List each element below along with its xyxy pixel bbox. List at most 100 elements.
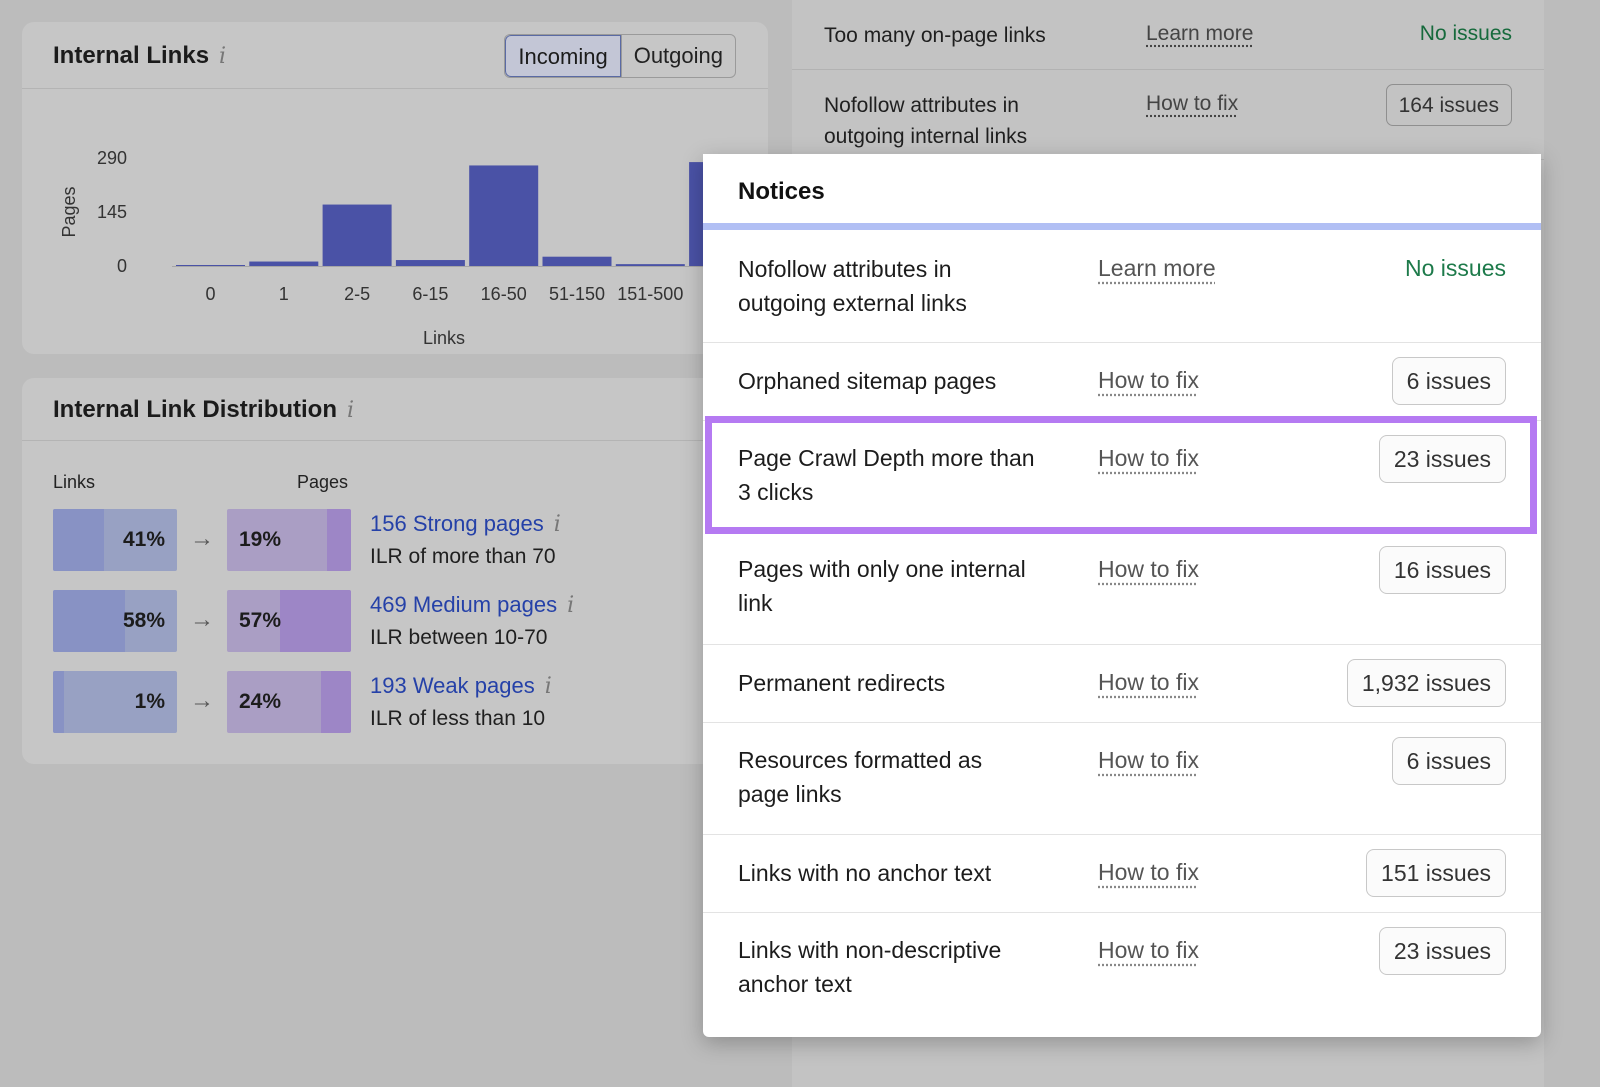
links-share-value: 58% bbox=[122, 609, 165, 632]
pages-share-bar: 19% bbox=[227, 509, 351, 571]
info-icon[interactable]: i bbox=[544, 674, 552, 699]
pages-share-fill bbox=[321, 671, 351, 733]
notice-row: Links with non-descriptive anchor text H… bbox=[703, 912, 1541, 1024]
learn-more-link[interactable]: Learn more bbox=[1098, 255, 1216, 281]
x-tick-label: 51-150 bbox=[549, 284, 605, 304]
distribution-row: 1% → 24% 193 Weak pages i ILR of less than 10 bbox=[53, 671, 753, 733]
how-to-fix-link[interactable]: How to fix bbox=[1098, 859, 1199, 885]
bar-51-150 bbox=[542, 256, 612, 266]
distribution-row: 58% → 57% 469 Medium pages i ILR between 10-7… bbox=[53, 590, 753, 652]
how-to-fix-link[interactable]: How to fix bbox=[1098, 445, 1199, 471]
pages-share-fill bbox=[280, 590, 351, 652]
ilr-description: ILR of more than 70 bbox=[370, 545, 556, 568]
links-share-value: 1% bbox=[134, 690, 165, 713]
x-tick-label: 6-15 bbox=[412, 284, 448, 304]
arrow-right-icon: → bbox=[190, 525, 214, 552]
internal-links-title-text: Internal Links bbox=[53, 42, 210, 69]
distribution-title: Internal Link Distribution i bbox=[53, 396, 354, 424]
internal-link-distribution-card: Internal Link Distribution i Links Pages … bbox=[22, 378, 768, 764]
issue-name: Too many on-page links bbox=[824, 24, 1046, 47]
notice-row: Nofollow attributes in outgoing external… bbox=[703, 230, 1541, 342]
issue-count-badge[interactable]: 6 issues bbox=[1391, 357, 1506, 405]
issue-count-badge[interactable]: 16 issues bbox=[1378, 546, 1506, 594]
issue-count-badge[interactable]: 23 issues bbox=[1378, 927, 1506, 975]
notices-accent-line bbox=[703, 223, 1541, 230]
x-tick-label: 151-500 bbox=[617, 284, 683, 304]
notice-status: No issues bbox=[1405, 255, 1506, 281]
distribution-label: 156 Strong pages i ILR of more than 70 bbox=[370, 511, 561, 569]
distribution-label: 469 Medium pages i ILR between 10-70 bbox=[370, 592, 574, 650]
x-tick-label: 2-5 bbox=[344, 284, 370, 304]
bar-1 bbox=[249, 261, 319, 266]
issue-count-badge[interactable]: 23 issues bbox=[1378, 435, 1506, 483]
card-divider bbox=[22, 440, 768, 441]
how-to-fix-link[interactable]: How to fix bbox=[1098, 669, 1199, 695]
issue-count-badge[interactable]: 151 issues bbox=[1366, 849, 1506, 897]
y-tick-label: 290 bbox=[97, 148, 127, 168]
pages-group-link[interactable]: 469 Medium pages bbox=[370, 592, 558, 617]
links-share-fill bbox=[53, 671, 65, 733]
notice-name: Nofollow attributes in outgoing external… bbox=[738, 256, 967, 316]
pages-group-link[interactable]: 156 Strong pages bbox=[370, 511, 544, 536]
issue-count-badge[interactable]: 1,932 issues bbox=[1346, 659, 1506, 707]
info-icon[interactable]: i bbox=[219, 44, 227, 69]
notice-name: Links with non-descriptive anchor text bbox=[738, 937, 1002, 997]
issue-count-badge[interactable]: 164 issues bbox=[1385, 84, 1512, 126]
info-icon[interactable]: i bbox=[567, 593, 575, 618]
notice-name: Permanent redirects bbox=[738, 670, 946, 696]
how-to-fix-link[interactable]: How to fix bbox=[1146, 92, 1239, 115]
issue-row: Nofollow attributes in outgoing internal… bbox=[792, 70, 1544, 160]
ilr-description: ILR of less than 10 bbox=[370, 707, 546, 730]
issue-status: No issues bbox=[1419, 22, 1512, 45]
notice-row: Permanent redirects How to fix 1,932 iss… bbox=[703, 644, 1541, 722]
links-share-bar: 58% bbox=[53, 590, 177, 652]
direction-toggle: Incoming Outgoing bbox=[504, 34, 736, 78]
how-to-fix-link[interactable]: How to fix bbox=[1098, 367, 1199, 393]
how-to-fix-link[interactable]: How to fix bbox=[1098, 747, 1199, 773]
notice-name: Resources formatted as page links bbox=[738, 747, 983, 807]
links-column-header: Links bbox=[53, 472, 96, 492]
x-axis-label: Links bbox=[423, 328, 465, 348]
how-to-fix-link[interactable]: How to fix bbox=[1098, 937, 1199, 963]
distribution-label: 193 Weak pages i ILR of less than 10 bbox=[370, 673, 552, 731]
pages-share-bar: 24% bbox=[227, 671, 351, 733]
learn-more-link[interactable]: Learn more bbox=[1146, 22, 1254, 45]
y-tick-label: 145 bbox=[97, 202, 127, 222]
info-icon[interactable]: i bbox=[553, 512, 561, 537]
links-share-value: 41% bbox=[122, 528, 165, 551]
notice-row: Pages with only one internal link How to… bbox=[703, 534, 1541, 644]
internal-links-title: Internal Links i bbox=[53, 42, 226, 70]
highlight-frame bbox=[705, 416, 1537, 534]
pages-share-value: 19% bbox=[239, 528, 282, 551]
pages-column-header: Pages bbox=[297, 472, 349, 492]
notice-name: Orphaned sitemap pages bbox=[738, 368, 997, 394]
notice-row: Links with no anchor text How to fix 151… bbox=[703, 834, 1541, 912]
bar-6-15 bbox=[395, 260, 465, 266]
arrow-right-icon: → bbox=[190, 687, 214, 714]
notice-row: Resources formatted as page links How to… bbox=[703, 722, 1541, 834]
arrow-right-icon: → bbox=[190, 606, 214, 633]
internal-links-card: Internal Links i Incoming Outgoing Pages 2… bbox=[22, 22, 768, 354]
how-to-fix-link[interactable]: How to fix bbox=[1098, 556, 1199, 582]
y-tick-label: 0 bbox=[117, 256, 127, 276]
pages-group-link[interactable]: 193 Weak pages bbox=[370, 673, 535, 698]
bar-2-5 bbox=[322, 204, 392, 266]
notice-name: Pages with only one internal link bbox=[738, 556, 1026, 616]
links-share-fill bbox=[53, 590, 125, 652]
outgoing-tab[interactable]: Outgoing bbox=[620, 35, 735, 77]
incoming-tab[interactable]: Incoming bbox=[505, 35, 621, 77]
pages-share-value: 57% bbox=[239, 609, 282, 632]
x-tick-label: 0 bbox=[205, 284, 215, 304]
info-icon[interactable]: i bbox=[347, 398, 355, 423]
pages-share-value: 24% bbox=[239, 690, 282, 713]
notice-name: Links with no anchor text bbox=[738, 860, 992, 886]
issue-count-badge[interactable]: 6 issues bbox=[1391, 737, 1506, 785]
ilr-description: ILR between 10-70 bbox=[370, 626, 548, 649]
bar-151-500 bbox=[615, 264, 685, 266]
issue-row: Too many on-page links Learn more No iss… bbox=[792, 0, 1544, 70]
issue-name: Nofollow attributes in outgoing internal… bbox=[824, 94, 1028, 148]
notices-panel: Notices Nofollow attributes in outgoing … bbox=[703, 154, 1541, 1037]
pages-share-bar: 57% bbox=[227, 590, 351, 652]
y-axis-label: Pages bbox=[59, 186, 79, 237]
card-divider bbox=[22, 88, 768, 89]
